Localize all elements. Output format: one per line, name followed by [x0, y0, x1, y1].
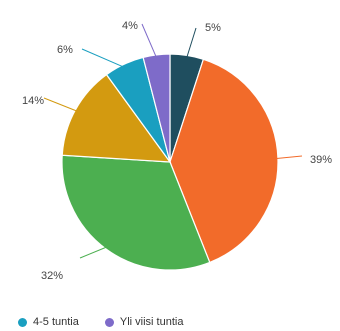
slice-label-slice-4: 14% [22, 95, 44, 107]
legend-label-yli-viisi-tuntia: Yli viisi tuntia [119, 316, 184, 328]
pie-leader-lines [43, 23, 303, 259]
pie-slices [61, 53, 279, 271]
legend-item-4-5-tuntia[interactable]: 4-5 tuntia [18, 316, 79, 328]
pie-slice-yli-viisi-tuntia[interactable] [142, 53, 171, 163]
leader-line-slice-3 [79, 245, 110, 259]
chart-legend: 4-5 tuntia Yli viisi tuntia [18, 316, 209, 328]
legend-label-4-5-tuntia: 4-5 tuntia [33, 316, 79, 328]
slice-label-slice-1: 5% [205, 22, 221, 34]
pie-slice-slice-3[interactable] [61, 154, 211, 271]
leader-line-slice-4 [43, 97, 80, 113]
leader-line-slice-2 [273, 155, 303, 160]
legend-swatch-yli-viisi-tuntia [104, 317, 114, 327]
legend-item-yli-viisi-tuntia[interactable]: Yli viisi tuntia [104, 316, 184, 328]
slice-label-slice-2: 39% [310, 154, 332, 166]
leader-line-yli-viisi-tuntia [141, 23, 158, 60]
legend-swatch-4-5-tuntia [18, 317, 27, 327]
leader-line-slice-1 [185, 27, 197, 60]
pie-percentage-labels: 5% 39% 32% 14% 6% 4% [22, 20, 332, 282]
leader-line-4-5-tuntia [81, 48, 126, 69]
slice-label-yli-viisi-tuntia: 4% [122, 20, 138, 32]
slice-label-slice-3: 32% [41, 270, 63, 282]
slice-label-4-5-tuntia: 6% [57, 44, 73, 56]
